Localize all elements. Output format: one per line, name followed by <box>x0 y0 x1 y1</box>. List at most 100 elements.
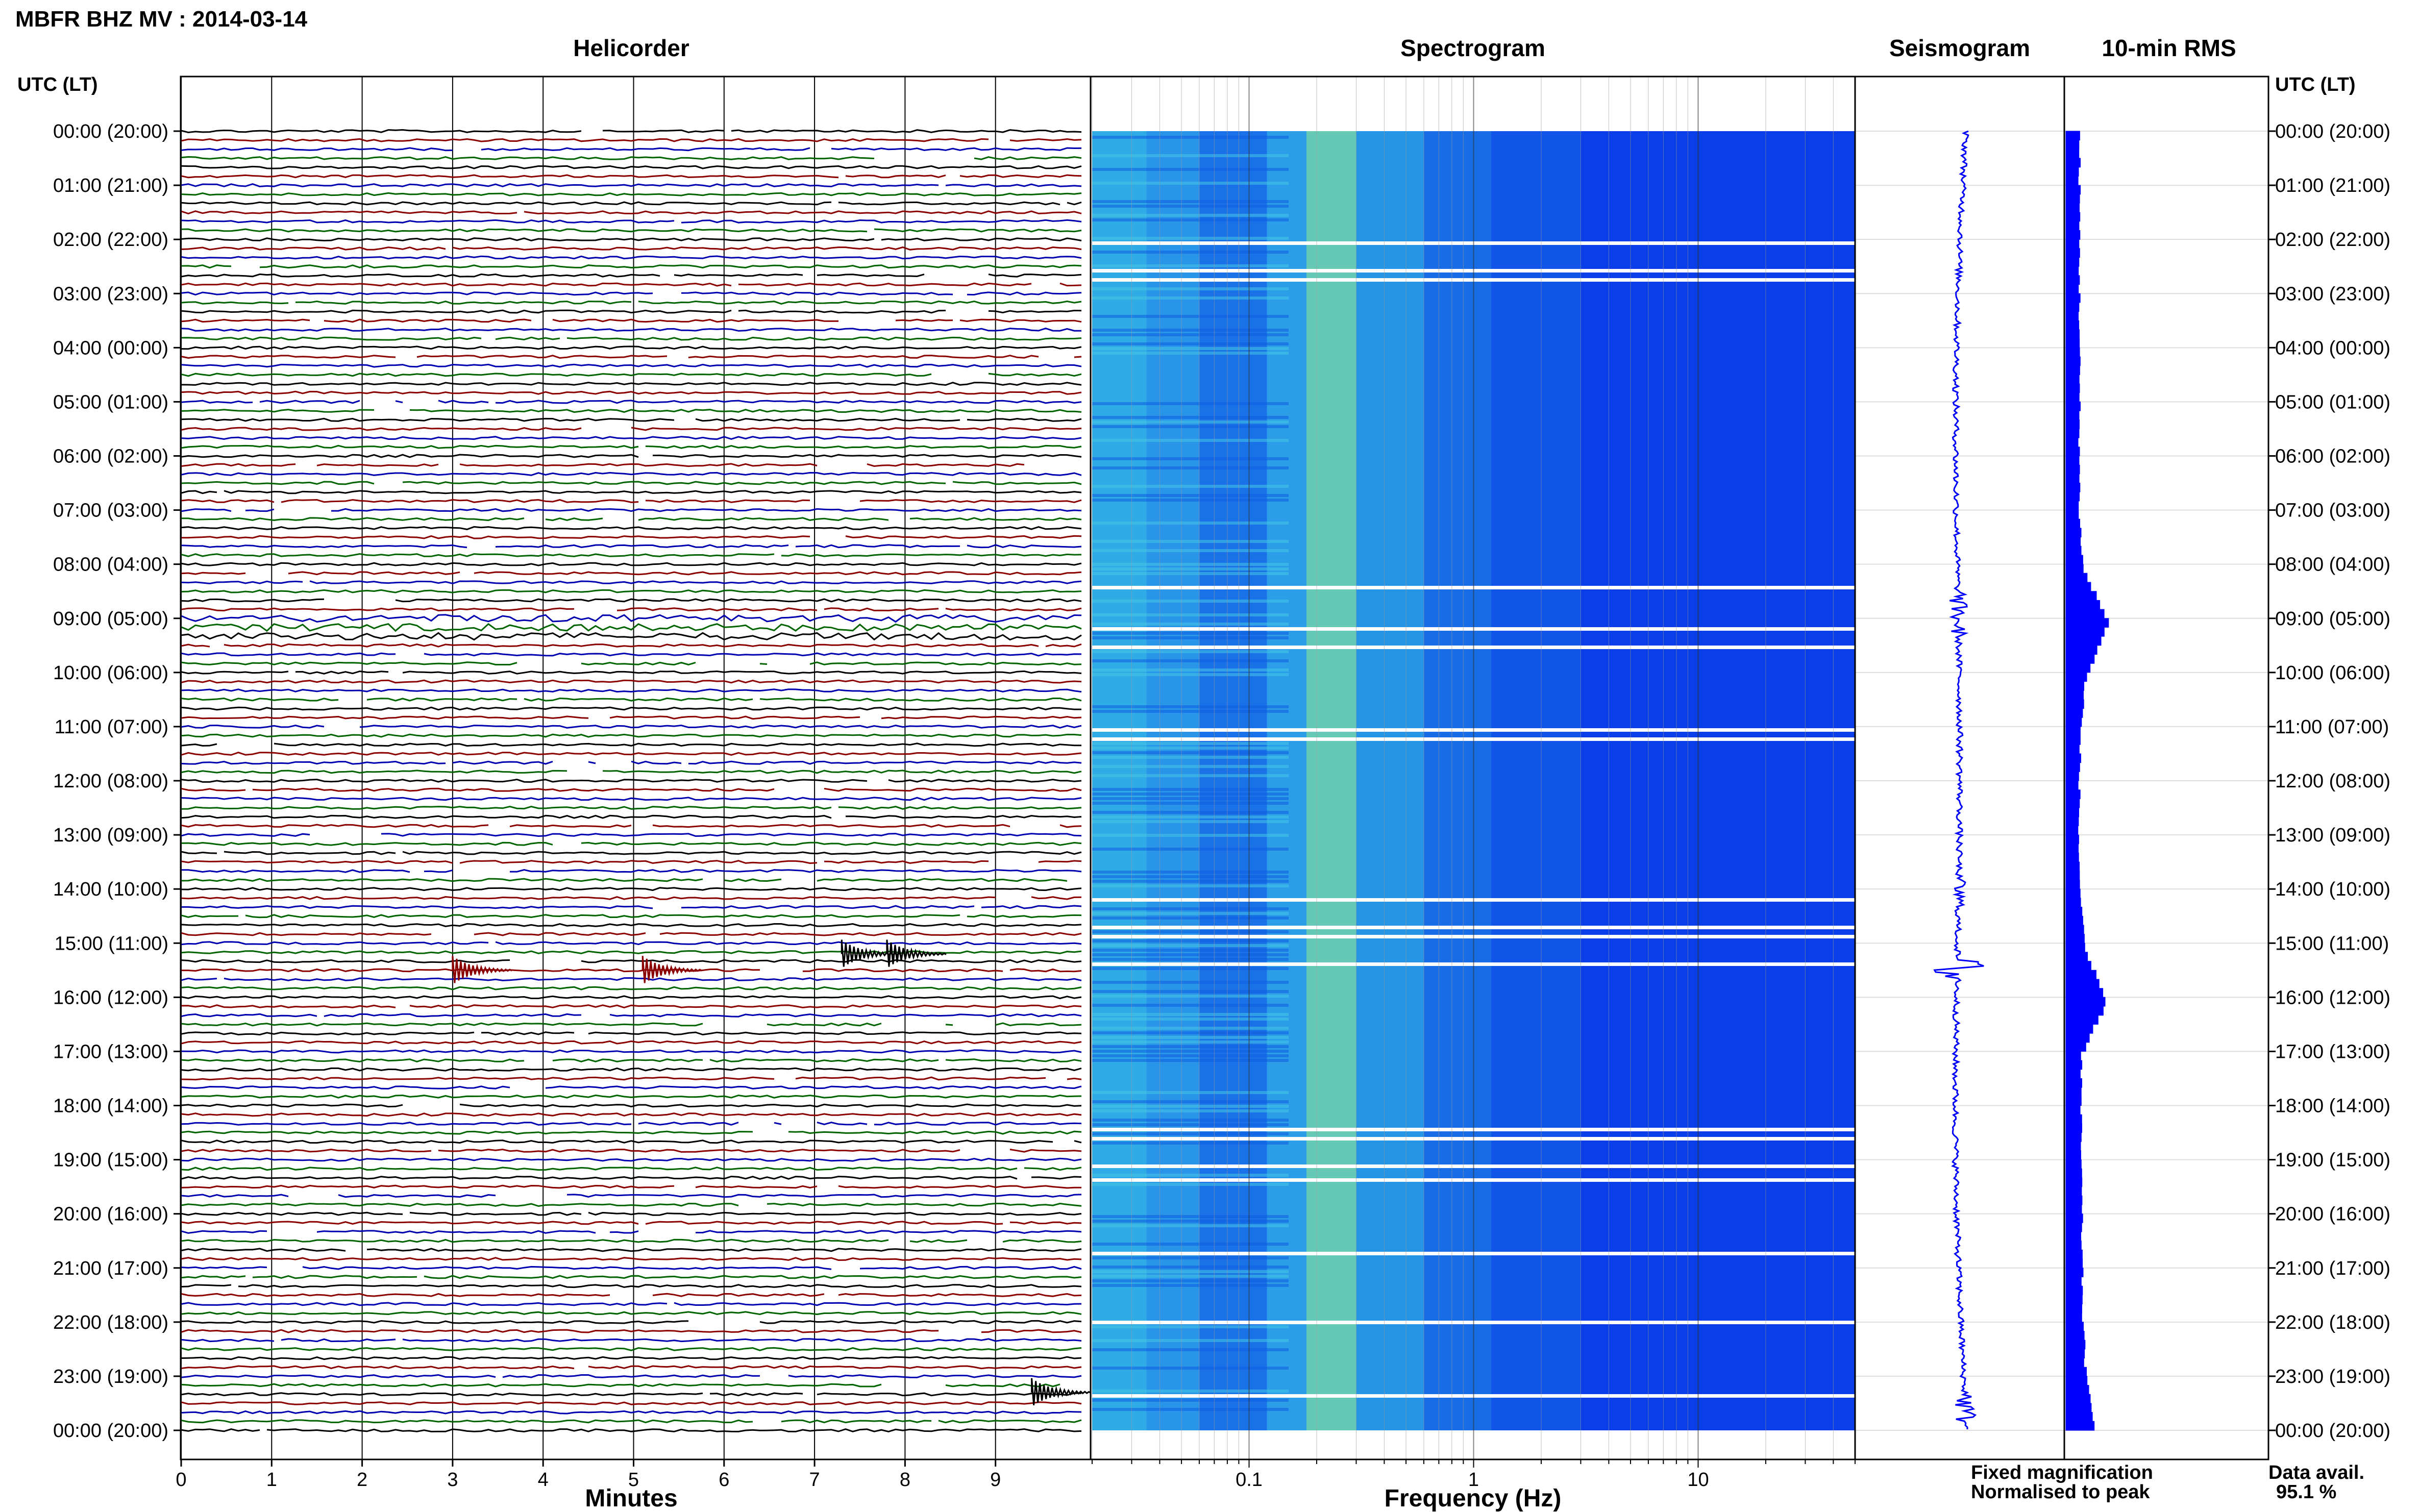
spectrogram-row <box>1092 659 1289 662</box>
time-header-left: UTC (LT) <box>17 74 98 95</box>
helicorder-trace <box>181 363 1082 368</box>
time-label-right: 19:00 (15:00) <box>2275 1150 2390 1171</box>
spectrogram-band <box>1356 131 1424 1430</box>
helicorder-trace <box>181 300 1082 305</box>
spectrogram-row <box>1092 668 1289 672</box>
time-label-left: 02:00 (22:00) <box>53 229 168 251</box>
helicorder-trace <box>181 724 1082 729</box>
spectrogram-row <box>1092 623 1289 626</box>
helicorder-trace <box>181 138 1082 142</box>
spectrogram-row <box>1092 650 1289 653</box>
helicorder-panel: 0 1 2 3 4 5 6 7 8 9 <box>176 77 1092 1491</box>
time-label-right: 10:00 (06:00) <box>2275 662 2390 684</box>
spectrogram-row <box>1092 765 1289 768</box>
spectrogram-row <box>1092 540 1289 543</box>
spectrogram-row <box>1092 1220 1289 1223</box>
spectrogram-row <box>1092 1399 1289 1402</box>
helicorder-trace <box>181 661 1082 666</box>
rms-bars <box>2065 131 2109 1431</box>
helicorder-trace <box>181 598 1082 603</box>
time-label-left: 17:00 (13:00) <box>53 1041 168 1062</box>
helicorder-trace <box>181 1275 1082 1279</box>
helicorder-trace <box>181 787 1082 792</box>
helicorder-trace <box>181 1374 1082 1378</box>
spectrogram-row <box>1092 811 1289 814</box>
spectrogram-row <box>1092 1027 1289 1030</box>
helicorder-trace <box>181 390 1082 395</box>
time-label-right: 12:00 (08:00) <box>2275 771 2390 792</box>
spectrogram-row <box>1092 1270 1289 1273</box>
spectrogram-row <box>1092 756 1289 759</box>
helicorder-trace <box>181 147 1082 152</box>
helicorder-trace <box>181 1238 1082 1243</box>
spectrogram-row <box>1092 871 1289 874</box>
helicorder-trace <box>181 1085 1082 1090</box>
helicorder-trace <box>181 156 1082 160</box>
helicorder-trace <box>181 824 1082 828</box>
helicorder-trace <box>181 1194 1082 1198</box>
helicorder-trace <box>181 1347 1082 1351</box>
spectrogram-row <box>1092 802 1289 805</box>
spectrogram-xtick-label: 10 <box>1687 1469 1709 1491</box>
time-label-right: 17:00 (13:00) <box>2275 1041 2390 1062</box>
spectrogram-row <box>1092 1018 1289 1021</box>
helicorder-trace <box>181 688 1082 693</box>
spectrogram-row <box>1092 1119 1289 1122</box>
time-label-left: 11:00 (07:00) <box>55 716 168 738</box>
helicorder-trace <box>181 345 1082 350</box>
spectrogram-row <box>1092 567 1289 571</box>
helicorder-trace <box>181 1112 1082 1117</box>
time-label-left: 05:00 (01:00) <box>53 391 168 413</box>
spectrogram-row <box>1092 1100 1289 1103</box>
time-label-right: 20:00 (16:00) <box>2275 1204 2390 1225</box>
spectrogram-row <box>1092 466 1289 469</box>
spectrogram-row <box>1092 880 1289 883</box>
spectrogram-band <box>1581 131 1855 1430</box>
time-label-left: 22:00 (18:00) <box>53 1312 168 1333</box>
helicorder-trace <box>181 454 1082 458</box>
helicorder-trace <box>181 129 1082 134</box>
spectrogram-xtick-label: 1 <box>1468 1469 1479 1491</box>
helicorder-trace <box>181 869 1082 873</box>
helicorder-trace <box>181 914 1082 919</box>
spectrogram-row <box>1092 352 1289 355</box>
helicorder-trace <box>181 1175 1082 1180</box>
spectrogram-row <box>1092 1059 1289 1062</box>
helicorder-trace <box>181 1040 1082 1045</box>
spectrogram-row <box>1092 710 1289 713</box>
helicorder-trace <box>181 1401 1082 1405</box>
time-label-right: 02:00 (22:00) <box>2275 229 2390 251</box>
spectrogram-row <box>1092 1339 1289 1342</box>
helicorder-trace <box>181 797 1082 801</box>
time-label-right: 18:00 (14:00) <box>2275 1096 2390 1117</box>
spectrogram-row <box>1092 182 1289 185</box>
helicorder-trace <box>181 715 1082 720</box>
helicorder-trace <box>181 1311 1082 1316</box>
spectrogram-row <box>1092 939 1289 943</box>
time-label-left: 14:00 (10:00) <box>53 879 168 900</box>
helicorder-trace <box>181 237 1082 242</box>
spectrogram-row <box>1092 499 1289 502</box>
helicorder-trace <box>181 1121 1082 1126</box>
helicorder-trace <box>181 444 1082 449</box>
spectrogram-xlabel: Frequency (Hz) <box>1385 1485 1562 1512</box>
helicorder-trace <box>181 1103 1082 1108</box>
spectrogram-row <box>1092 875 1289 878</box>
helicorder-trace <box>181 923 1082 927</box>
helicorder-trace <box>181 986 1082 990</box>
helicorder-trace <box>181 632 1082 641</box>
spectrogram-row <box>1092 958 1289 961</box>
spectrogram-row <box>1092 200 1289 203</box>
helicorder-trace <box>181 264 1082 269</box>
helicorder-trace <box>181 941 1082 946</box>
spectrogram-xtick-label: 0.1 <box>1236 1469 1263 1491</box>
time-label-right: 04:00 (00:00) <box>2275 337 2390 359</box>
data-avail-label: Data avail. <box>2268 1462 2364 1483</box>
time-label-right: 13:00 (09:00) <box>2275 825 2390 846</box>
spectrogram-row <box>1092 347 1289 350</box>
spectrogram-row <box>1092 251 1289 254</box>
spectrogram-row <box>1092 792 1289 796</box>
time-label-left: 01:00 (21:00) <box>53 175 168 196</box>
helicorder-trace <box>181 165 1082 169</box>
spectrogram-row <box>1092 1050 1289 1053</box>
